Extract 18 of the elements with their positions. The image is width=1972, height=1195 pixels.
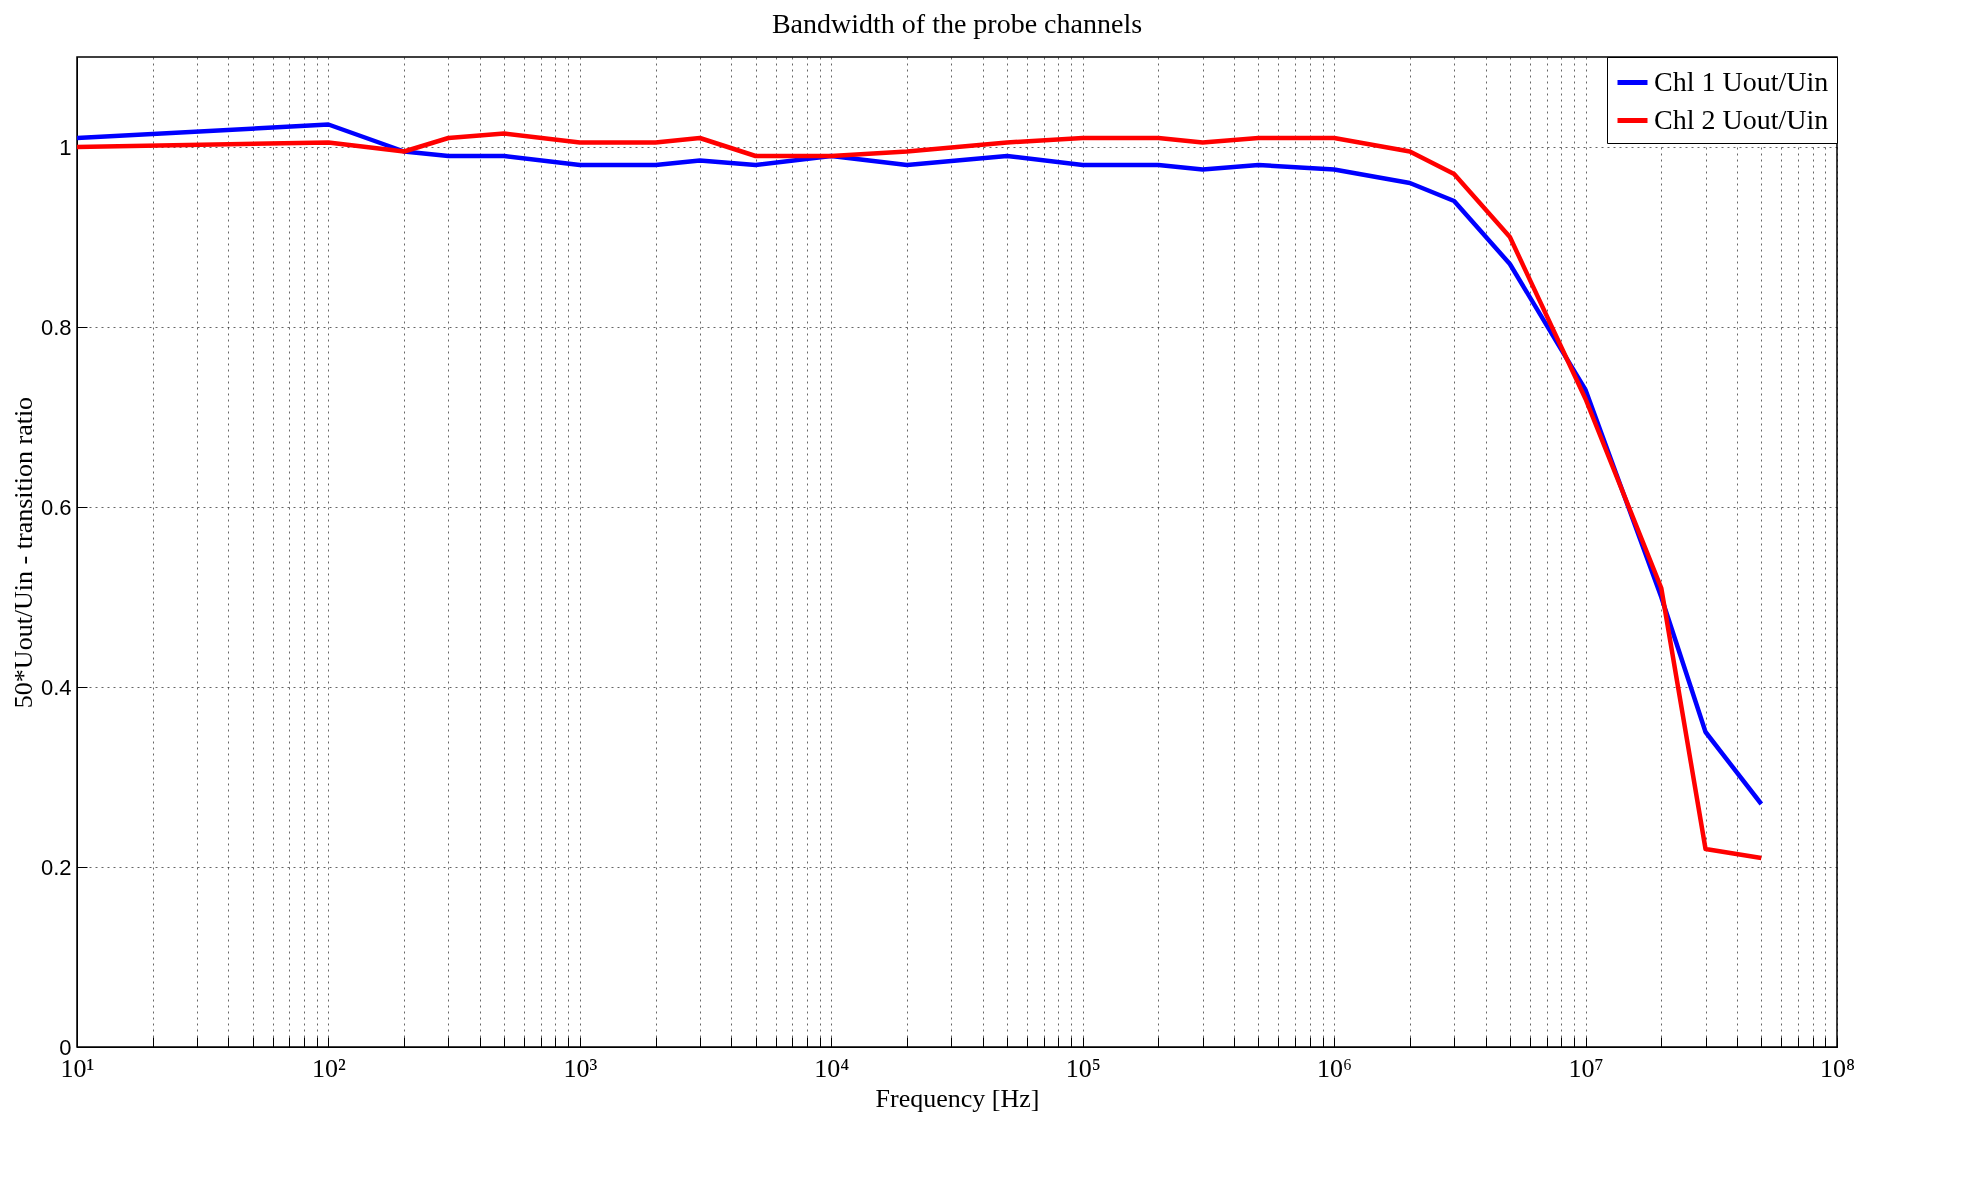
y-axis-title: 50*Uout/Uin - transition ratio (8, 396, 38, 709)
y-tick-label: 1 (59, 134, 72, 160)
y-tick-label: 0.2 (40, 854, 72, 880)
legend-label: Chl 2 Uout/Uin (1654, 103, 1829, 135)
x-tick-label: 10³ (563, 1053, 598, 1083)
y-tick-label: 0.4 (40, 674, 72, 700)
x-axis-title: Frequency [Hz] (875, 1083, 1040, 1113)
y-tick-label: 0.8 (40, 314, 72, 340)
legend-label: Chl 1 Uout/Uin (1654, 65, 1829, 97)
x-tick-label: 10⁸ (1819, 1053, 1856, 1083)
x-tick-label: 10² (312, 1053, 347, 1083)
y-tick-label: 0.6 (40, 494, 72, 520)
x-tick-label: 10⁷ (1568, 1053, 1604, 1083)
x-tick-label: 10⁵ (1065, 1053, 1101, 1083)
x-tick-label: 10⁶ (1317, 1053, 1353, 1083)
x-tick-label: 10⁴ (814, 1053, 850, 1083)
chart-title: Bandwidth of the probe channels (771, 7, 1143, 39)
y-tick-label: 0 (59, 1034, 72, 1060)
